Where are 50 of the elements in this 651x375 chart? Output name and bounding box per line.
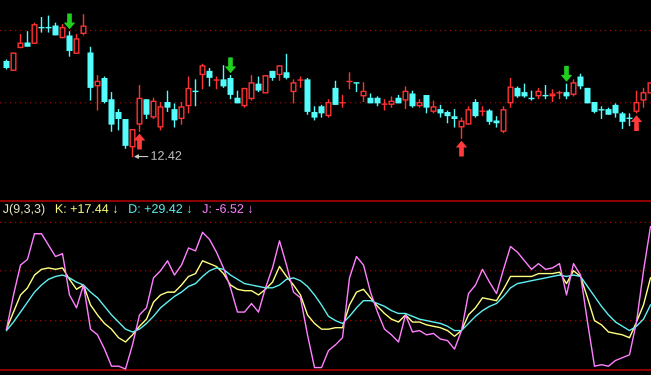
candlestick xyxy=(332,80,339,105)
text: K: +17.44 ↓ xyxy=(56,204,117,214)
chart-title: J(9,3,3) xyxy=(2,204,44,216)
candlestick xyxy=(402,86,409,110)
candlestick xyxy=(409,90,416,108)
candlestick xyxy=(10,52,17,71)
candlestick xyxy=(507,78,514,108)
candlestick xyxy=(500,106,507,134)
candlestick xyxy=(451,109,458,128)
candlestick xyxy=(339,94,346,108)
candlestick xyxy=(325,99,332,118)
candlestick xyxy=(542,85,549,100)
candlestick xyxy=(290,79,297,104)
candlestick xyxy=(206,68,213,86)
candlestick xyxy=(192,79,199,106)
candlestick xyxy=(234,90,241,104)
candlestick xyxy=(570,79,577,96)
candlestick xyxy=(17,34,24,48)
candlestick xyxy=(262,75,269,94)
candlestick xyxy=(549,89,556,102)
series-label: J: -6.52 ↓ xyxy=(202,204,252,214)
candlestick xyxy=(563,84,570,100)
candlestick xyxy=(535,88,542,100)
candlestick xyxy=(24,31,31,47)
candlestick xyxy=(423,94,430,114)
annotation: 12.42 xyxy=(152,151,182,160)
candlestick xyxy=(66,31,73,57)
candlestick xyxy=(430,100,437,114)
candlestick xyxy=(164,90,171,112)
candlestick xyxy=(171,103,178,128)
candlestick xyxy=(31,22,38,44)
candlestick xyxy=(346,72,353,90)
candlestick xyxy=(178,102,185,125)
candlestick xyxy=(577,74,584,90)
candlestick xyxy=(73,34,80,54)
candlestick xyxy=(633,90,640,114)
candlestick xyxy=(185,76,192,114)
candlestick xyxy=(199,64,206,90)
candlestick xyxy=(255,76,262,92)
candlestick xyxy=(360,82,367,102)
candlestick xyxy=(94,75,101,111)
candlestick xyxy=(283,54,290,80)
candlestick xyxy=(297,76,304,88)
candlestick xyxy=(472,99,479,118)
candlestick xyxy=(276,65,283,81)
candlestick xyxy=(59,24,66,38)
candlestick xyxy=(213,76,220,90)
candlestick xyxy=(80,14,87,36)
text: D: +29.42 ↓ xyxy=(129,204,191,214)
candlestick xyxy=(143,99,150,120)
